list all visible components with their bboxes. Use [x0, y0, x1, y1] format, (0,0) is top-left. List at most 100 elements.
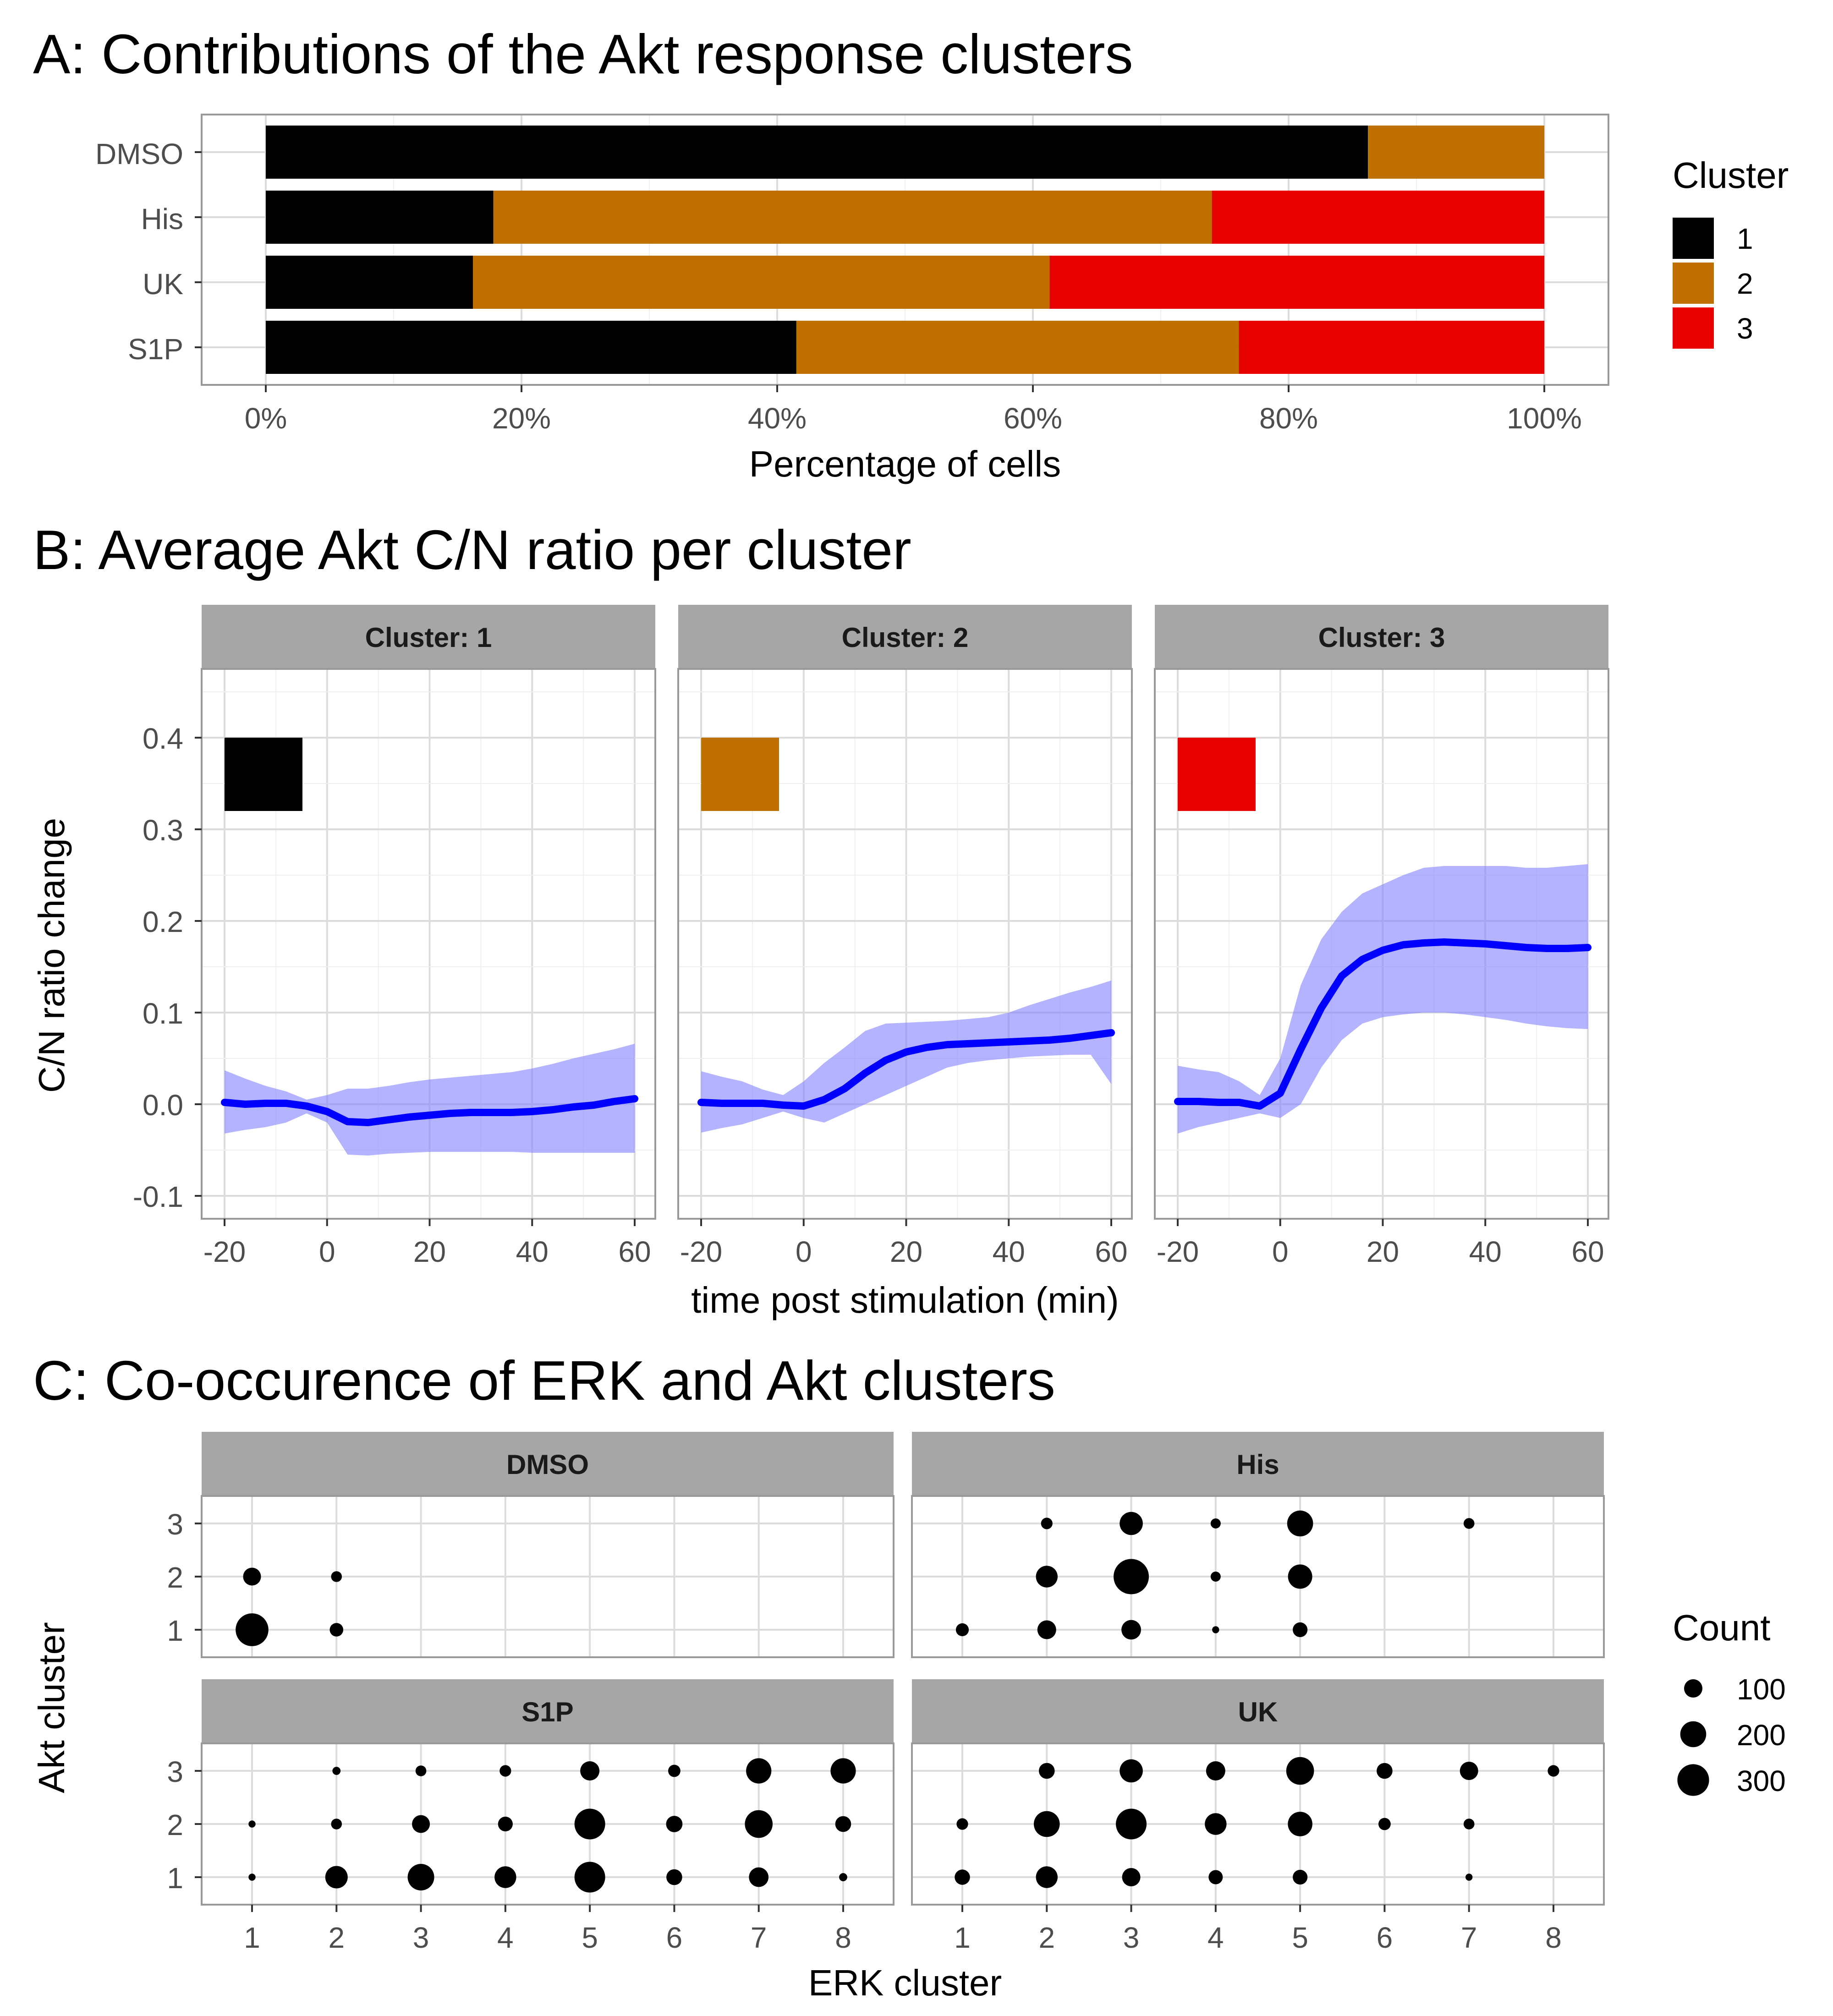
bubble-erk8-akt1 [839, 1873, 847, 1881]
panel-c-title: C: Co-occurence of ERK and Akt clusters [33, 1349, 1055, 1412]
bubble-erk2-akt2 [331, 1819, 342, 1830]
bubble-erk7-akt1 [749, 1867, 769, 1887]
bar-uk-cluster-3 [1049, 256, 1544, 309]
bubble-erk3-akt3 [1120, 1759, 1143, 1783]
x-tick-label: 8 [835, 1921, 851, 1954]
legend-label-300: 300 [1737, 1764, 1786, 1797]
panel-c-legend-items: 100 200 300 [1677, 1673, 1786, 1797]
bubble-erk7-akt3 [746, 1758, 772, 1784]
x-tick-label: 40% [748, 402, 807, 435]
y-tick-label: 0.0 [143, 1089, 183, 1122]
x-tick-label: 100% [1507, 402, 1582, 435]
bubble-erk4-akt3 [499, 1765, 511, 1777]
facet-strip-label: DMSO [506, 1449, 589, 1480]
x-tick-label: 2 [1038, 1921, 1055, 1954]
bubble-erk4-akt1 [1212, 1626, 1219, 1633]
x-tick-label: 4 [497, 1921, 514, 1954]
x-tick-label: 40 [993, 1235, 1025, 1268]
facet-strip-label: Cluster: 2 [842, 622, 969, 653]
y-tick-label-his: His [141, 203, 183, 236]
panel-a-title: A: Contributions of the Akt response clu… [33, 23, 1133, 85]
y-tick-label: 3 [167, 1508, 183, 1541]
x-tick-label: 3 [413, 1921, 429, 1954]
x-tick-label: 0% [245, 402, 287, 435]
facet-cluster-1: Cluster: 1 -20 0 20 40 60 [201, 605, 656, 1268]
bubble-erk5-akt2 [1288, 1564, 1312, 1589]
facet-strip-label: UK [1238, 1697, 1278, 1727]
bubble-erk2-akt3 [332, 1767, 341, 1775]
bubble-erk7-akt3 [1460, 1762, 1478, 1780]
bubble-erk7-akt1 [1465, 1874, 1473, 1881]
panel-a-y-ticks: DMSO His UK S1P [95, 137, 202, 366]
y-tick-label-dmso: DMSO [95, 137, 183, 170]
panel-c-legend-title: Count [1673, 1607, 1770, 1648]
bubble-erk1-akt1 [248, 1874, 256, 1881]
legend-bubble-300 [1677, 1764, 1709, 1796]
y-tick-label-uk: UK [143, 268, 183, 301]
bubble-erk2-akt3 [1038, 1763, 1055, 1779]
bubble-erk3-akt2 [1114, 1559, 1149, 1594]
bubble-erk2-akt2 [1036, 1566, 1058, 1588]
facet-strip [678, 605, 1132, 669]
y-tick-label: 0.1 [143, 997, 183, 1030]
panel-c-facets: DMSO 1 2 3 His S1P 1 2 3 1 2 3 4 5 6 7 8 UK 1 2 3 4 5 6 7 8 [167, 1432, 1605, 1954]
x-tick-label: 3 [1123, 1921, 1140, 1954]
y-tick-label-s1p: S1P [128, 333, 183, 366]
x-tick-label: 60 [618, 1235, 651, 1268]
bubble-erk8-akt3 [830, 1758, 856, 1784]
y-tick-label: 1 [167, 1862, 183, 1895]
panel-b: B: Average Akt C/N ratio per cluster Clu… [31, 519, 1609, 1320]
y-tick-label: 0.4 [143, 722, 183, 755]
y-tick-label: -0.1 [133, 1180, 183, 1213]
x-tick-label: 4 [1207, 1921, 1224, 1954]
bubble-erk3-akt1 [1121, 1620, 1141, 1640]
panel-a-legend-title: Cluster [1673, 155, 1789, 196]
y-tick-label: 0.2 [143, 905, 183, 938]
bubble-erk4-akt3 [1206, 1761, 1225, 1780]
panel-a-legend-items: 1 2 3 [1673, 218, 1753, 349]
panel-b-y-axis-label: C/N ratio change [31, 818, 72, 1093]
bubble-erk6-akt3 [1377, 1763, 1393, 1779]
x-tick-label: 60 [1571, 1235, 1604, 1268]
panel-c: C: Co-occurence of ERK and Akt clusters … [31, 1349, 1786, 2003]
legend-label-200: 200 [1737, 1719, 1786, 1752]
bar-s1p-cluster-1 [266, 321, 796, 374]
facet-cluster-2: Cluster: 2 -20 0 20 40 60 [677, 605, 1133, 1268]
bar-uk-cluster-1 [266, 256, 473, 309]
bubble-erk3-akt3 [1120, 1512, 1143, 1535]
bubble-erk4-akt3 [1210, 1518, 1221, 1528]
legend-swatch-cluster-2 [1673, 263, 1714, 304]
x-tick-label: 40 [1469, 1235, 1502, 1268]
mean-line [1174, 938, 1592, 1110]
bubble-erk5-akt2 [574, 1808, 605, 1840]
x-tick-label: 7 [751, 1921, 767, 1954]
x-tick-label: 20 [1367, 1235, 1399, 1268]
bubble-erk4-akt2 [1210, 1572, 1221, 1582]
x-tick-label: -20 [203, 1235, 246, 1268]
legend-bubble-100 [1684, 1679, 1702, 1698]
bar-dmso-cluster-1 [266, 126, 1368, 179]
bar-his-cluster-3 [1212, 191, 1544, 244]
bubble-erk6-akt1 [666, 1869, 682, 1885]
y-tick-label: 0.3 [143, 814, 183, 847]
bubble-erk1-akt2 [243, 1567, 261, 1586]
cluster-color-indicator [225, 738, 302, 811]
facet-strip [1155, 605, 1608, 669]
bubble-erk8-akt2 [835, 1816, 851, 1832]
bubble-erk4-akt1 [1208, 1870, 1223, 1885]
facet-border [677, 668, 1133, 1220]
facet-strip [202, 1432, 894, 1496]
bubble-erk5-akt1 [1293, 1869, 1308, 1885]
bubble-erk2-akt2 [1033, 1811, 1060, 1837]
facet-strip-label: S1P [521, 1697, 573, 1727]
bar-uk-cluster-2 [472, 256, 1050, 309]
bubble-erk6-akt3 [668, 1764, 681, 1777]
bubble-erk3-akt1 [407, 1864, 434, 1890]
bubble-erk4-akt2 [498, 1816, 513, 1832]
bubble-erk5-akt2 [1288, 1812, 1312, 1836]
bubble-erk3-akt1 [1122, 1868, 1141, 1886]
facet-strip-label: His [1236, 1449, 1279, 1480]
x-tick-label: 5 [1292, 1921, 1308, 1954]
bubble-erk4-akt1 [494, 1866, 516, 1888]
panel-c-y-axis-label: Akt cluster [31, 1622, 72, 1793]
